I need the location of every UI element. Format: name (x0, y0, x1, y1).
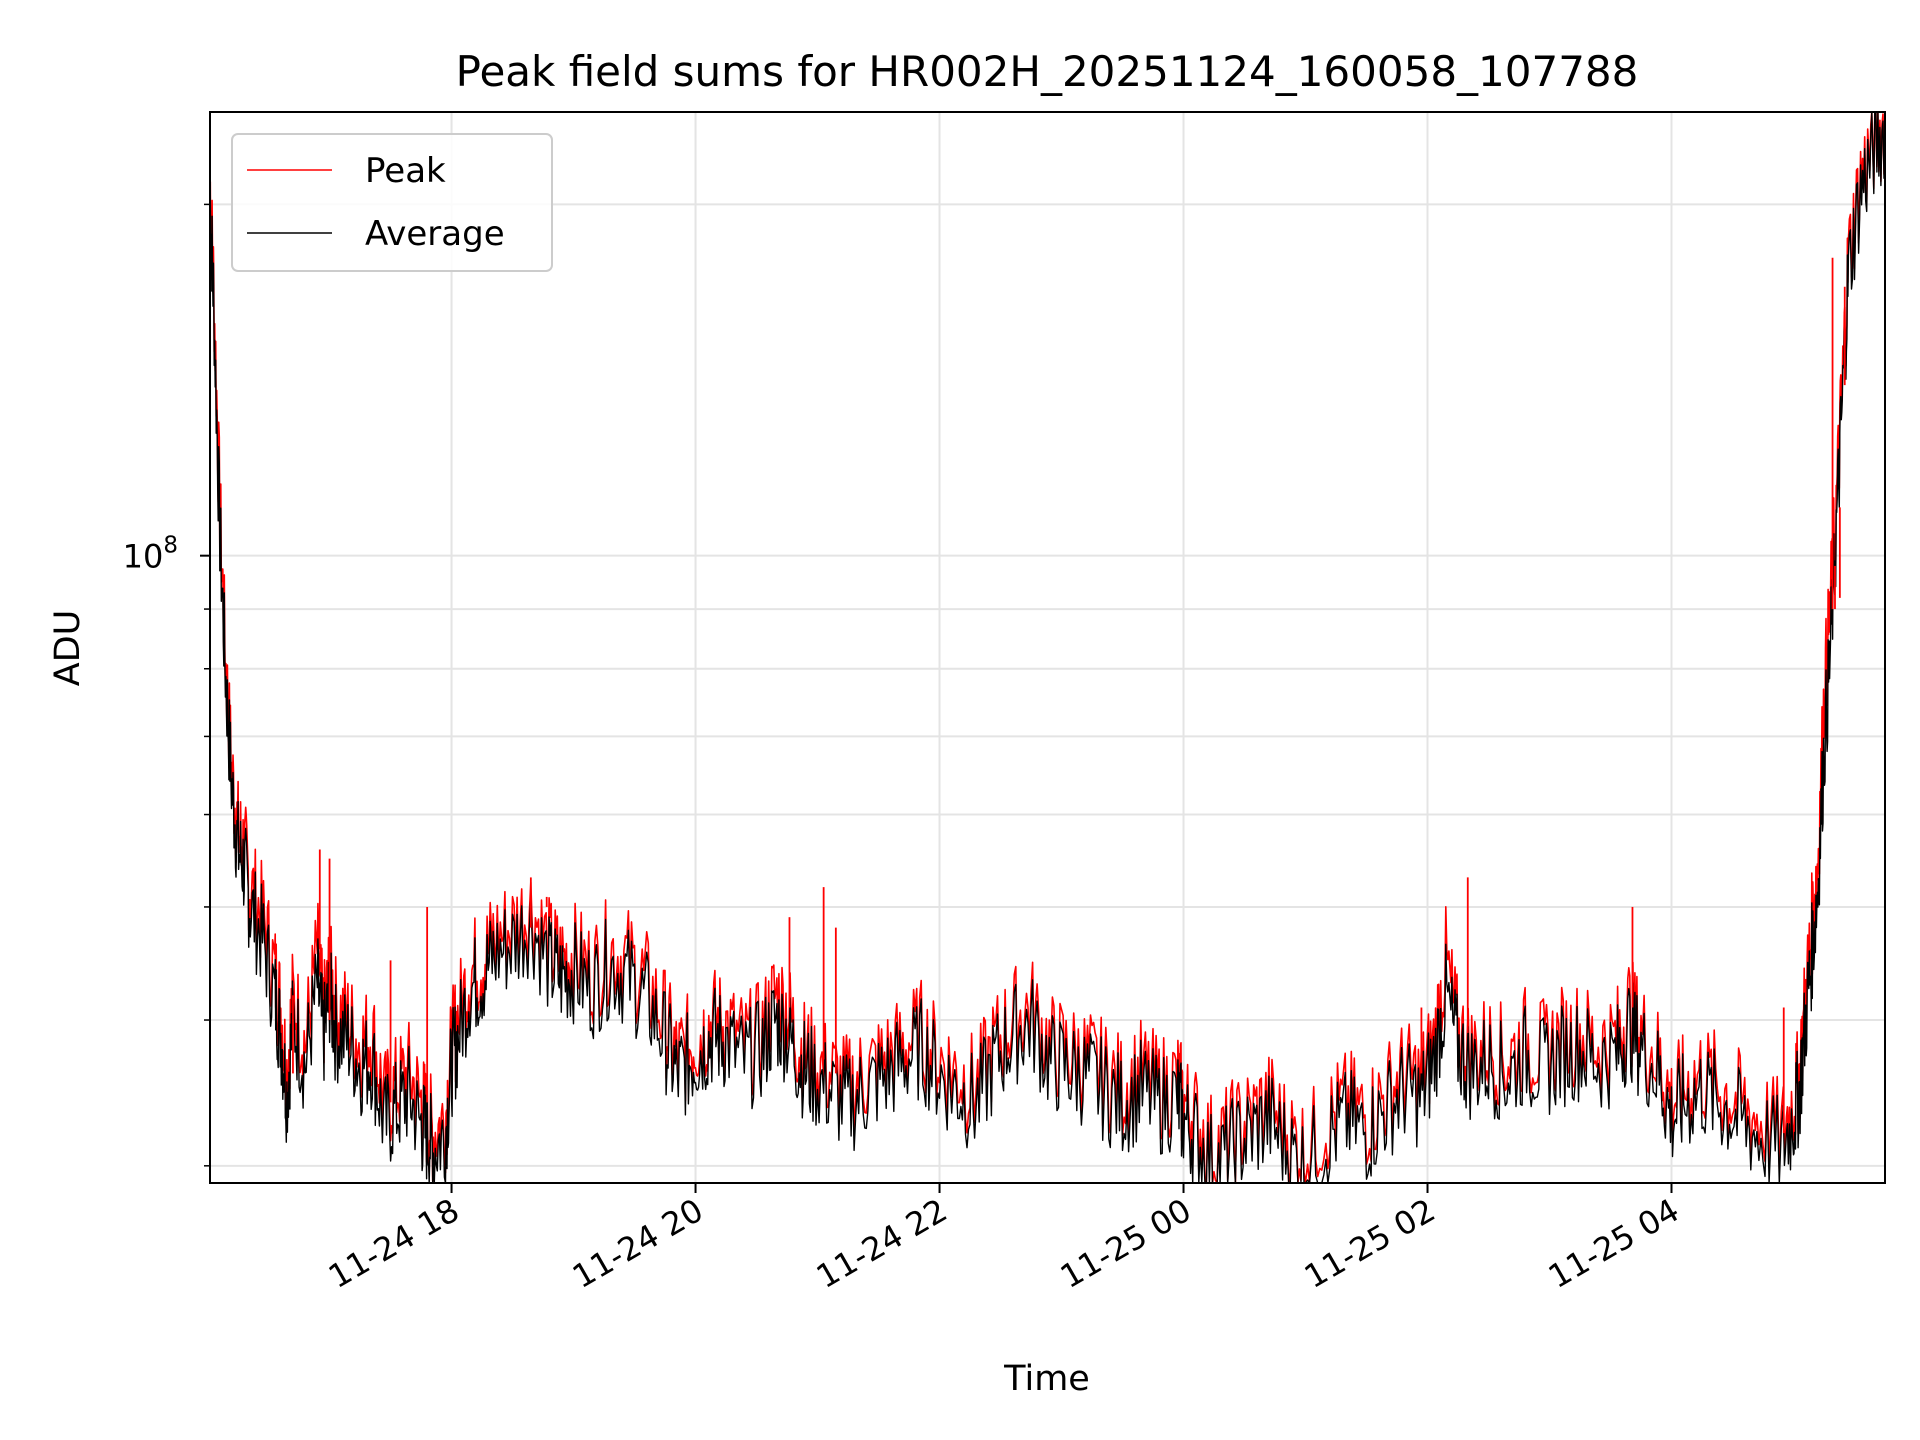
grid (210, 112, 1885, 1183)
legend-label-average: Average (365, 214, 505, 254)
y-axis-label: ADU (48, 610, 88, 687)
chart-title: Peak field sums for HR002H_20251124_1600… (456, 47, 1639, 96)
series-line-peak (209, 111, 1886, 1184)
y-tick-base: 10 (123, 538, 164, 576)
y-tick-label: 108 (123, 533, 178, 576)
x-axis-label: Time (1003, 1359, 1090, 1399)
legend-label-peak: Peak (365, 151, 446, 191)
y-tick-exponent: 8 (163, 533, 178, 559)
plot-frame (209, 111, 1886, 1184)
legend-box (231, 133, 553, 272)
plot-area (209, 111, 1886, 1184)
series-line-average (209, 111, 1886, 1184)
legend: Peak Average (231, 133, 553, 272)
